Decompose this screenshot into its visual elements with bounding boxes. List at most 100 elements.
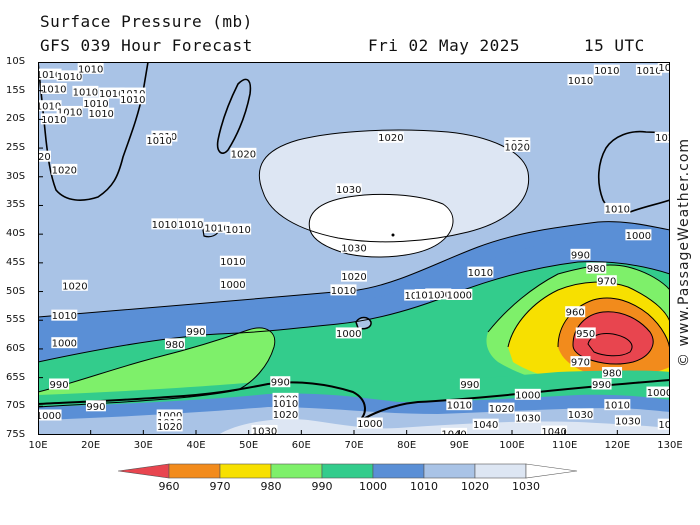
contour-label-text: 1020 bbox=[273, 410, 298, 421]
contour-label: 1010 bbox=[56, 105, 83, 118]
contour-label: 1020 bbox=[504, 140, 531, 153]
contour-label-text: 1000 bbox=[38, 411, 61, 422]
contour-label-text: 990 bbox=[271, 378, 290, 389]
contour-label-text: 980 bbox=[165, 340, 184, 351]
contour-label: 1010 bbox=[414, 288, 441, 301]
lon-label: 50E bbox=[239, 440, 259, 451]
contour-label-text: 1010 bbox=[605, 204, 630, 215]
contour-label: 990 bbox=[186, 325, 206, 338]
contour-label: 1010 bbox=[38, 68, 62, 81]
legend-swatch bbox=[525, 463, 578, 479]
credit-watermark: © www.PassageWeather.com bbox=[676, 137, 692, 367]
contour-label-text: 1010 bbox=[225, 225, 250, 236]
legend-label: 1010 bbox=[410, 480, 438, 493]
contour-label-text: 1010 bbox=[152, 220, 177, 231]
contour-label: 1020 bbox=[272, 408, 299, 421]
contour-label-text: 1030 bbox=[341, 243, 366, 254]
legend-swatch bbox=[270, 463, 323, 479]
contour-label: 1010 bbox=[604, 399, 631, 412]
lon-label: 20E bbox=[81, 440, 101, 451]
contour-label: 1010 bbox=[225, 223, 252, 236]
contour-label: 1000 bbox=[514, 388, 541, 401]
contour-label: 1010 bbox=[593, 64, 620, 77]
contour-label: 950 bbox=[575, 327, 596, 340]
lon-label: 70E bbox=[344, 440, 364, 451]
contour-label: 102 bbox=[654, 131, 670, 144]
lat-label: 60S bbox=[6, 342, 26, 354]
legend-swatch bbox=[372, 463, 425, 479]
legend-label: 960 bbox=[158, 480, 180, 493]
contour-label-text: 1010 bbox=[73, 87, 98, 98]
lat-label: 35S bbox=[6, 199, 26, 211]
contour-label-text: 1000 bbox=[626, 231, 651, 242]
contour-label: 980 bbox=[602, 367, 623, 380]
contour-label-text: 1000 bbox=[336, 329, 361, 340]
contour-label-text: 1010 bbox=[273, 399, 298, 410]
forecast-date: Fri 02 May 2025 bbox=[368, 36, 520, 55]
contour-label: 1000 bbox=[625, 229, 652, 242]
contour-label-text: 1010 bbox=[38, 70, 61, 81]
contour-label-text: 1010 bbox=[605, 401, 630, 412]
contour-label-text: 1020 bbox=[489, 404, 514, 415]
contour-label: 1010 bbox=[272, 397, 299, 410]
contour-label: 990 bbox=[85, 400, 106, 413]
contour-label: 1020 bbox=[377, 131, 404, 144]
forecast-label: GFS 039 Hour Forecast bbox=[40, 36, 253, 55]
contour-950 bbox=[587, 333, 633, 357]
contour-label-text: 1010 bbox=[88, 109, 113, 120]
contour-label-text: 960 bbox=[566, 308, 585, 319]
contour-label-text: 970 bbox=[571, 358, 590, 369]
high-center-marker bbox=[391, 233, 395, 237]
contour-label: 1000 bbox=[335, 327, 362, 340]
contour-label: 1010 bbox=[604, 202, 631, 215]
contour-label: 10 bbox=[657, 62, 670, 74]
contour-label: 1010 bbox=[635, 64, 662, 77]
contour-label: 1040 bbox=[472, 418, 499, 431]
legend-swatch bbox=[474, 463, 527, 479]
contour-label-text: 990 bbox=[186, 327, 205, 338]
lat-label: 15S bbox=[6, 84, 26, 96]
contour-label: 1000 bbox=[38, 409, 62, 422]
chart-title: Surface Pressure (mb) bbox=[40, 12, 253, 31]
band-980-990 bbox=[38, 264, 670, 407]
contour-label: 1010 bbox=[40, 82, 67, 95]
contour-label-text: 1010 bbox=[41, 115, 66, 126]
contour-label-text: 1010 bbox=[146, 136, 171, 147]
lat-label: 10S bbox=[6, 56, 26, 67]
contour-label: 1030 bbox=[514, 411, 541, 424]
lon-label: 40E bbox=[186, 440, 206, 451]
contour-label-text: 1010 bbox=[636, 66, 661, 77]
contour-label: 970 bbox=[570, 356, 591, 369]
contour-label: 1010 bbox=[151, 218, 178, 231]
contour-label-text: 1020 bbox=[341, 272, 366, 283]
contour-label: 1010 bbox=[77, 62, 104, 75]
contour-label: 1010 bbox=[467, 266, 494, 279]
lon-label: 130E bbox=[657, 440, 683, 451]
legend-label: 1030 bbox=[512, 480, 540, 493]
contour-label-text: 1040 bbox=[541, 427, 566, 435]
contour-label-text: 1000 bbox=[515, 390, 540, 401]
legend-swatch bbox=[219, 463, 272, 479]
contour-label-text: 1010 bbox=[178, 220, 203, 231]
lat-label: 30S bbox=[6, 170, 26, 182]
legend-label: 980 bbox=[260, 480, 282, 493]
contour-label-text: 980 bbox=[587, 264, 606, 275]
contour-label-text: 1010 bbox=[99, 89, 124, 100]
contour-label: 990 bbox=[270, 376, 291, 389]
legend-swatch bbox=[423, 463, 476, 479]
contour-label-text: 1010 bbox=[331, 286, 356, 297]
contour-label-text: 1010 bbox=[568, 76, 593, 87]
contour-label: 990 bbox=[570, 248, 591, 261]
contour-label-text: 1040 bbox=[441, 429, 466, 435]
lat-label: 50S bbox=[6, 285, 26, 297]
contour-label-text: 990 bbox=[592, 380, 611, 391]
contour-label: 990 bbox=[591, 378, 612, 391]
lat-label: 75S bbox=[6, 429, 26, 440]
contour-label: 1040 bbox=[541, 425, 568, 435]
lon-label: 90E bbox=[449, 440, 469, 451]
contour-label: 1000 bbox=[356, 417, 383, 430]
lat-label: 25S bbox=[6, 142, 26, 154]
contour-label: 1010 bbox=[51, 309, 78, 322]
contour-label-text: 1030 bbox=[252, 426, 277, 435]
contour-1010 bbox=[38, 221, 670, 318]
